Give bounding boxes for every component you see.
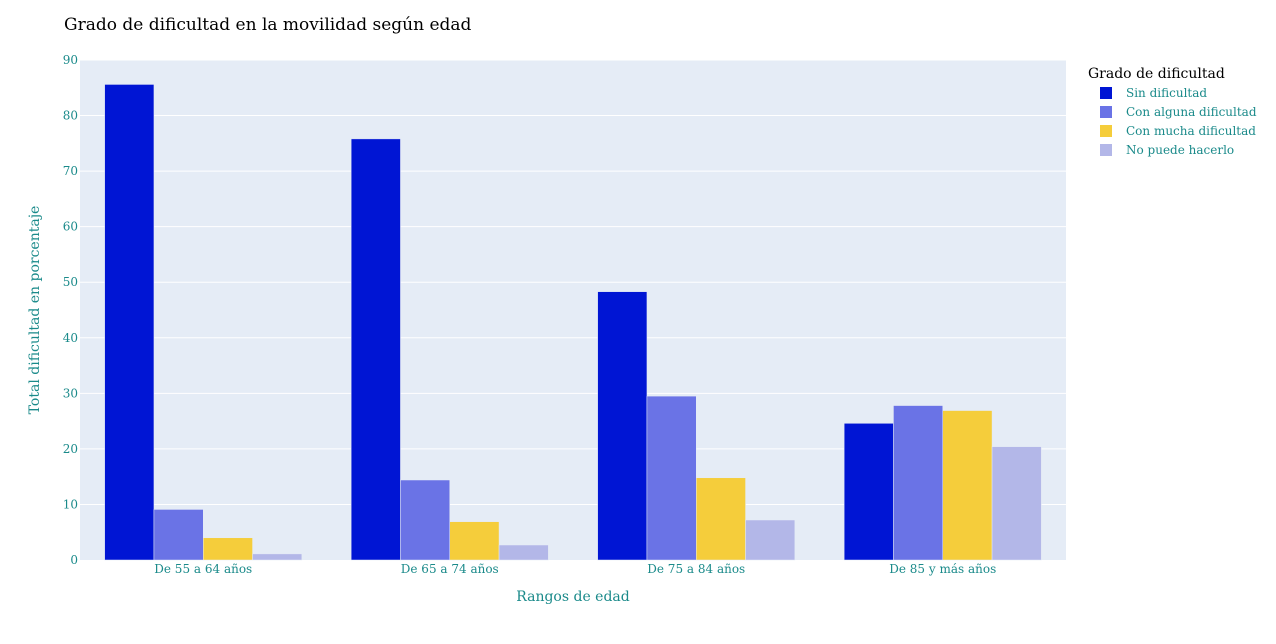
x-axis-ticks: De 55 a 64 años De 65 a 74 años De 75 a 84… [154,562,996,576]
y-tick-label: 70 [63,164,78,178]
chart-title: Grado de dificultad en la movilidad segú… [64,15,472,35]
bar [893,405,944,561]
legend-swatch [1100,87,1112,99]
x-tick-label: De 75 a 84 años [647,562,745,576]
legend-swatch [1100,125,1112,137]
legend: Grado de dificultad Sin dificultad Con al… [1088,66,1257,157]
y-tick-label: 40 [63,331,78,345]
y-tick-label: 0 [70,553,78,567]
bar [104,84,155,561]
y-tick-label: 90 [63,53,78,67]
bar [449,521,500,561]
legend-title: Grado de dificultad [1088,66,1225,82]
bar [745,519,796,561]
y-tick-label: 60 [63,220,78,234]
bar [400,479,451,561]
y-tick-label: 10 [63,497,78,511]
legend-swatch [1100,144,1112,156]
y-tick-label: 30 [63,386,78,400]
bar [646,395,697,561]
x-tick-label: De 85 y más años [889,562,996,576]
legend-label: Con mucha dificultad [1126,124,1256,138]
legend-label: Con alguna dificultad [1126,105,1257,119]
x-axis-title: Rangos de edad [516,589,630,605]
y-tick-label: 80 [63,109,78,123]
x-tick-label: De 55 a 64 años [154,562,252,576]
bar [942,410,993,561]
bar [153,509,204,561]
bar [252,553,303,561]
y-tick-label: 50 [63,275,78,289]
bar [350,138,401,561]
y-axis-ticks: 0 10 20 30 40 50 60 70 80 90 [63,53,78,567]
gridlines [80,59,1066,505]
legend-label: Sin dificultad [1126,86,1207,100]
bar [843,423,894,561]
bar [498,544,549,561]
bars [104,84,1042,561]
legend-swatch [1100,106,1112,118]
bar [203,537,253,561]
bar [991,446,1042,561]
y-tick-label: 20 [63,442,78,456]
legend-label: No puede hacerlo [1126,143,1234,157]
y-axis-title: Total dificultad en porcentaje [27,206,43,415]
x-tick-label: De 65 a 74 años [401,562,499,576]
bar [696,477,746,561]
bar [597,291,648,561]
